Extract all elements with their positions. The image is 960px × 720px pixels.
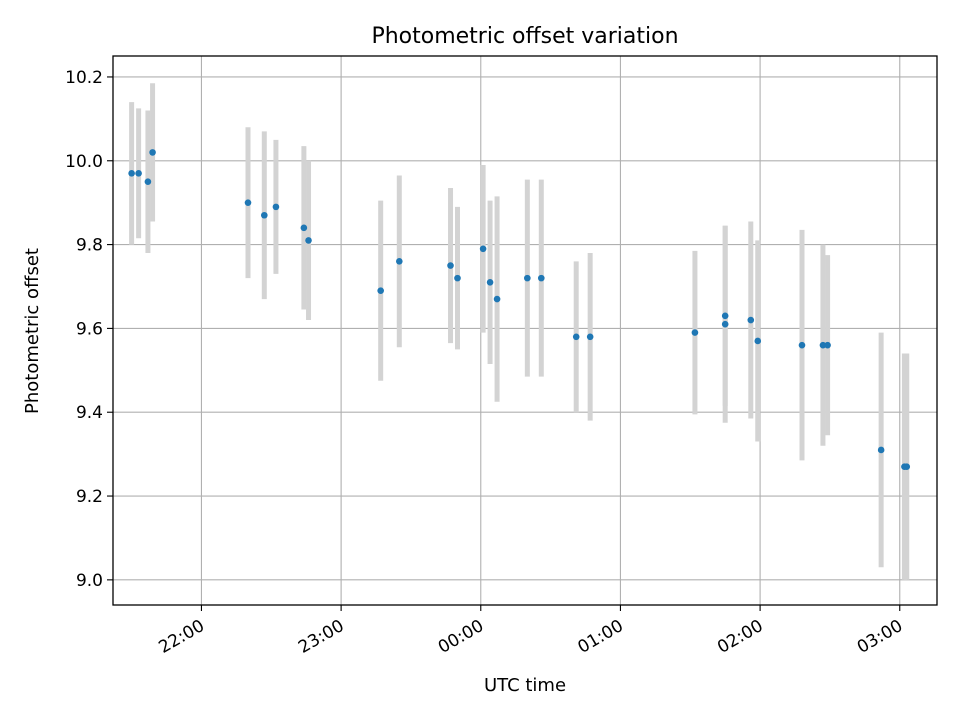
data-point: [396, 258, 403, 265]
data-point: [272, 203, 280, 211]
data-point: [572, 333, 580, 341]
data-point: [486, 279, 494, 286]
data-point: [721, 312, 729, 320]
chart-title: Photometric offset variation: [371, 24, 678, 49]
data-point: [144, 178, 152, 186]
data-point: [128, 170, 135, 177]
y-tick-label: 9.4: [76, 403, 103, 423]
data-point: [479, 245, 487, 253]
data-point: [149, 149, 156, 156]
y-tick-label: 10.2: [65, 68, 103, 88]
y-tick-label: 9.0: [76, 571, 103, 591]
data-point: [524, 274, 531, 282]
data-point: [798, 341, 806, 349]
data-point: [493, 295, 501, 303]
y-axis-label: Photometric offset: [22, 248, 43, 414]
data-point: [454, 274, 461, 282]
data-point: [754, 337, 762, 345]
data-point: [305, 237, 312, 244]
data-point: [260, 211, 268, 219]
x-axis-label: UTC time: [484, 675, 566, 696]
y-tick-label: 9.2: [76, 487, 103, 507]
data-point: [903, 463, 911, 471]
data-point: [377, 287, 384, 294]
y-tick-label: 9.8: [76, 236, 103, 256]
data-point: [877, 446, 885, 454]
point-layer: [128, 149, 911, 471]
data-point: [586, 333, 594, 341]
data-point: [244, 199, 252, 206]
data-point: [824, 341, 831, 349]
data-point: [447, 262, 454, 269]
data-point: [721, 320, 729, 328]
data-point: [691, 329, 699, 336]
data-point: [135, 170, 142, 177]
data-point: [537, 274, 545, 282]
data-point: [819, 341, 827, 349]
data-point: [300, 224, 308, 232]
data-point: [747, 316, 755, 324]
y-tick-label: 10.0: [65, 152, 103, 172]
y-tick-label: 9.6: [76, 319, 103, 339]
plot-frame: [112, 55, 938, 606]
